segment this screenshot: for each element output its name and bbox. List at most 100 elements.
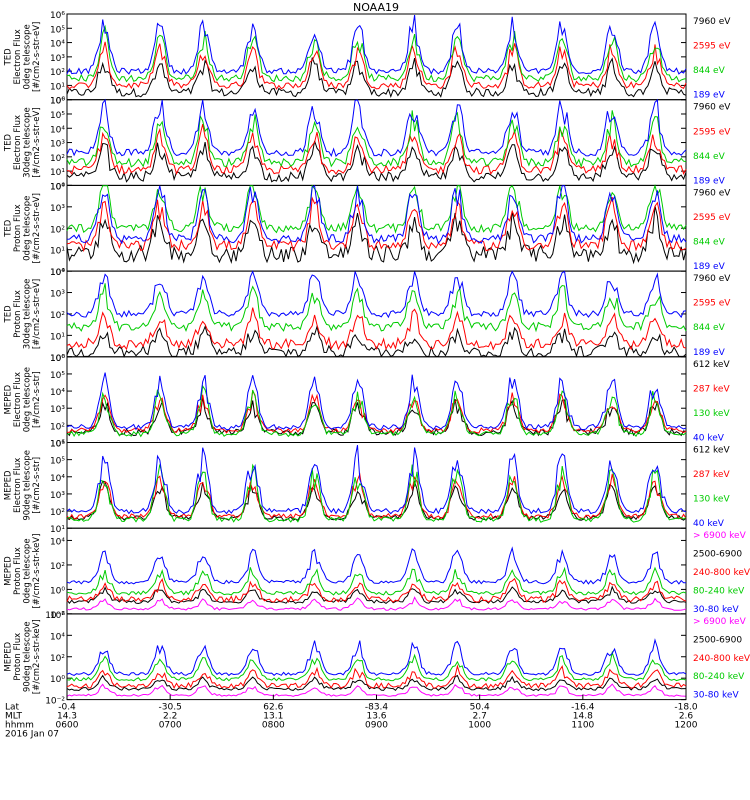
y-tick-label: 10⁴ xyxy=(50,268,65,278)
panel-3: 10⁰ 10¹ 10² 10³ 10⁴ TEDProton Flux0deg telesc… xyxy=(4,182,732,278)
y-tick-label: 10² xyxy=(50,225,65,235)
legend-entry: > 6900 keV xyxy=(693,531,747,541)
y-tick-label: 10⁶ xyxy=(50,11,65,21)
footer-row-label: hhmm xyxy=(5,721,34,731)
series-line-3 xyxy=(66,463,687,523)
legend-entry: 189 eV xyxy=(693,348,726,358)
y-tick-label: 10⁴ xyxy=(50,388,65,398)
footer-row-label: 2016 Jan 07 xyxy=(5,730,59,740)
legend-entry: 7960 eV xyxy=(693,17,731,27)
legend-entry: 7960 eV xyxy=(693,103,731,113)
series-line-4 xyxy=(66,650,687,682)
y-axis-label: TEDProton Flux30deg telescope[#/cm2-s-st… xyxy=(4,279,43,350)
panel-5: 10¹ 10² 10³ 10⁴ 10⁵ 10⁶ MEPEDElectron Flux0deg… xyxy=(4,354,731,450)
y-tick-label: 10⁰ xyxy=(50,586,65,596)
series-line-4 xyxy=(66,566,687,596)
legend-entry: 2595 eV xyxy=(693,42,731,52)
y-tick-label: 10² xyxy=(50,68,65,78)
panel-2: 10⁰ 10¹ 10² 10³ 10⁴ 10⁵ 10⁶ TEDElectron Flux30d… xyxy=(4,97,732,193)
panel-1: 10⁰ 10¹ 10² 10³ 10⁴ 10⁵ 10⁶ TEDElectron Flux0de… xyxy=(4,11,732,107)
series-line-2 xyxy=(66,585,687,605)
y-tick-label: 10⁰ xyxy=(50,268,65,278)
footer-value: 13.1 xyxy=(263,712,283,722)
legend-entry: 130 keV xyxy=(693,495,730,505)
legend-entry: 287 keV xyxy=(693,384,730,394)
y-tick-label: 10¹ xyxy=(50,525,65,535)
figure-title: NOAA19 xyxy=(353,1,399,14)
panel-6: 10¹ 10² 10³ 10⁴ 10⁵ 10⁶ MEPEDElectron Flux90de… xyxy=(4,440,731,536)
y-tick-label: 10⁵ xyxy=(50,371,65,381)
y-tick-label: 10⁴ xyxy=(50,40,65,50)
y-tick-label: 10¹ xyxy=(50,332,65,342)
footer-value: 0800 xyxy=(262,721,285,731)
y-tick-label: 10¹ xyxy=(50,168,65,178)
y-axis-label: TEDElectron Flux30deg telescope[#/cm2-s-… xyxy=(4,107,43,178)
y-axis-label: MEPEDProton Flux90deg telescope[#/cm2-s-… xyxy=(4,619,43,694)
series-line-1 xyxy=(66,596,687,611)
y-tick-label: 10⁰ xyxy=(50,182,65,192)
legend-entry: 189 eV xyxy=(693,262,726,272)
series-line-4 xyxy=(66,270,687,319)
footer-value: 13.6 xyxy=(366,712,386,722)
y-tick-label: 10³ xyxy=(50,405,65,415)
legend-entry: 612 keV xyxy=(693,360,730,370)
series-line-3 xyxy=(66,24,687,83)
footer-value: 0700 xyxy=(159,721,182,731)
series-line-3 xyxy=(66,664,687,690)
series-line-3 xyxy=(66,283,687,333)
panel-8: 10⁻² 10⁰ 10² 10⁴ 10⁶ MEPEDProton Flux90deg te… xyxy=(4,611,750,707)
legend-entry: 130 keV xyxy=(693,409,730,419)
legend-entry: 2595 eV xyxy=(693,299,731,309)
footer-value: 62.6 xyxy=(263,703,283,713)
y-tick-label: 10² xyxy=(50,508,65,518)
series-line-1 xyxy=(66,140,687,183)
legend-entry: 844 eV xyxy=(693,152,726,162)
legend-entry: 2595 eV xyxy=(693,213,731,223)
footer-value: 14.3 xyxy=(57,712,77,722)
series-line-3 xyxy=(66,110,687,169)
legend-entry: > 6900 keV xyxy=(693,617,747,627)
series-line-2 xyxy=(66,389,687,434)
footer-value: -18.0 xyxy=(674,703,698,713)
series-line-1 xyxy=(66,479,687,522)
legend-entry: 30-80 keV xyxy=(693,691,739,701)
panel-frame xyxy=(66,356,687,443)
y-tick-label: 10³ xyxy=(50,140,65,150)
footer-value: -83.4 xyxy=(365,703,389,713)
y-tick-label: 10⁴ xyxy=(50,632,65,642)
series-line-2 xyxy=(66,472,687,520)
y-axis-label: MEPEDElectron Flux90deg telescope[#/cm2-… xyxy=(4,450,43,521)
legend-entry: 240-800 keV xyxy=(693,654,750,664)
footer-value: 14.8 xyxy=(573,712,593,722)
y-tick-label: 10⁻² xyxy=(45,611,65,621)
series-line-2 xyxy=(66,123,687,176)
legend-entry: 189 eV xyxy=(693,176,726,186)
series-line-3 xyxy=(66,384,687,438)
y-tick-label: 10⁶ xyxy=(50,354,65,364)
legend-entry: 80-240 keV xyxy=(693,672,745,682)
panel-frame xyxy=(66,13,687,101)
legend-entry: 189 eV xyxy=(693,91,726,101)
series-line-5 xyxy=(66,638,687,677)
series-line-5 xyxy=(66,546,686,585)
y-tick-label: 10² xyxy=(50,422,65,432)
footer-value: 1000 xyxy=(468,721,491,731)
y-tick-label: 10⁰ xyxy=(50,97,65,107)
footer-value: 0600 xyxy=(56,721,79,731)
y-tick-label: 10³ xyxy=(50,491,65,501)
y-tick-label: 10⁵ xyxy=(50,25,65,35)
y-tick-label: 10¹ xyxy=(50,247,65,257)
footer-row-label: MLT xyxy=(5,712,23,722)
panel-7: 10⁻² 10⁰ 10² 10⁴ MEPEDProton Flux0deg telesc… xyxy=(4,527,750,621)
y-tick-label: 10⁴ xyxy=(50,182,65,192)
legend-entry: 287 keV xyxy=(693,470,730,480)
legend-entry: 7960 eV xyxy=(693,188,731,198)
y-tick-label: 10² xyxy=(50,654,65,664)
series-line-3 xyxy=(66,184,687,234)
y-tick-label: 10² xyxy=(50,311,65,321)
y-tick-label: 10² xyxy=(50,154,65,164)
footer-value: -30.5 xyxy=(159,703,182,713)
panel-4: 10⁰ 10¹ 10² 10³ 10⁴ TEDProton Flux30deg teles… xyxy=(4,268,732,364)
